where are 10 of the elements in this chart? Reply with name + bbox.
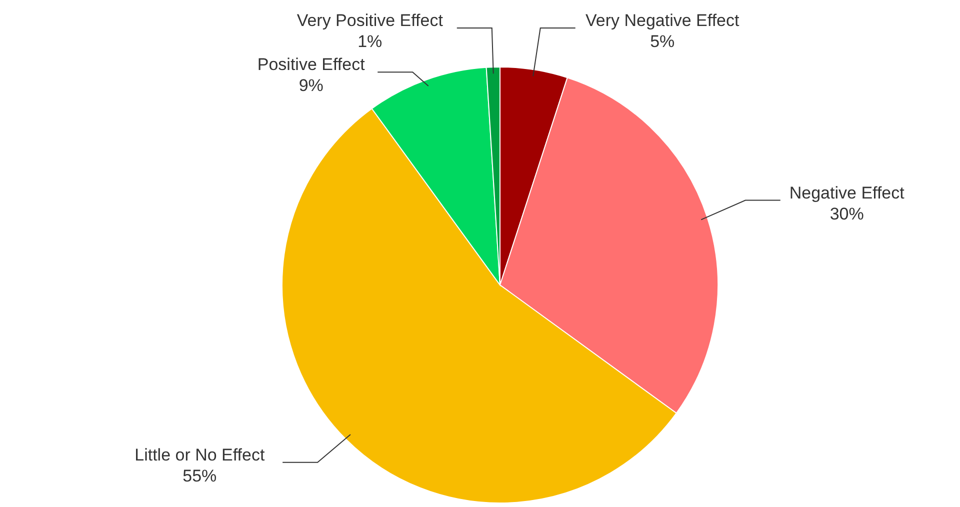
slice-label: Negative Effect bbox=[789, 183, 905, 202]
slice-label: Little or No Effect bbox=[134, 445, 265, 464]
slice-label: Very Negative Effect bbox=[586, 11, 740, 30]
data-label: 30% bbox=[830, 204, 864, 224]
slice-label: Positive Effect bbox=[257, 55, 366, 74]
data-label: 1% bbox=[358, 32, 382, 51]
data-label: 5% bbox=[650, 32, 675, 51]
data-label: 9% bbox=[298, 76, 324, 96]
slice-label: Very Positive Effect bbox=[296, 11, 444, 30]
data-label: 55% bbox=[182, 466, 217, 486]
